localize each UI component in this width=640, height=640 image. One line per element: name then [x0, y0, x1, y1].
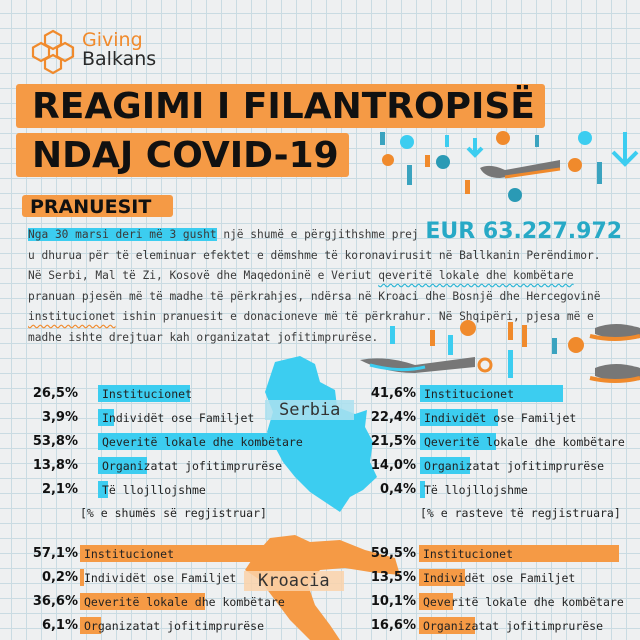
bar: [419, 593, 453, 610]
bar: [419, 569, 465, 586]
bar-row: 59,5% Institucionet: [356, 545, 640, 563]
bar-row: 3,9% Individët ose Familjet: [18, 409, 318, 427]
bar-row: 53,8% Qeveritë lokale dhe kombëtare: [18, 433, 318, 451]
bar-row: 16,6% Organizatat jofitimprurëse: [356, 617, 640, 635]
bar-value: 26,5%: [32, 386, 78, 401]
bar-label: Individët ose Familjet: [424, 411, 577, 425]
bar: [420, 433, 496, 450]
croatia-map: [245, 535, 400, 640]
bar-label: Qeveritë lokale dhe kombëtare: [424, 435, 625, 449]
bar-label: Organizatat jofitimprurëse: [84, 619, 265, 633]
bar: [80, 569, 84, 586]
bar: [80, 617, 101, 634]
bar-value: 3,9%: [41, 410, 78, 425]
paragraph-line-5: institucionet ishin pranuesit e donacion…: [28, 310, 594, 323]
bar-label: Të llojllojshme: [102, 483, 206, 497]
bar: [98, 409, 114, 426]
paragraph-line-1: Nga 30 marsi deri më 3 gusht një shumë e…: [28, 219, 623, 244]
bar-value: 36,6%: [32, 594, 78, 609]
bar: [98, 457, 147, 474]
bar-value: 10,1%: [370, 594, 416, 609]
bar-value: 21,5%: [370, 434, 416, 449]
bar: [419, 617, 475, 634]
bar-value: 41,6%: [370, 386, 416, 401]
bar: [420, 409, 498, 426]
bar-row: 41,6% Institucionet: [356, 385, 636, 403]
bar-value: 22,4%: [370, 410, 416, 425]
bar-value: 16,6%: [370, 618, 416, 633]
bar-row: 22,4% Individët ose Familjet: [356, 409, 636, 427]
bar-value: 14,0%: [370, 458, 416, 473]
bar-row: 6,1% Organizatat jofitimprurëse: [18, 617, 318, 635]
bar-label: Individët ose Familjet: [102, 411, 255, 425]
bar-label: Organizatat jofitimprurëse: [423, 619, 604, 633]
donation-illustration: [380, 131, 639, 202]
brand-line2: Balkans: [82, 48, 157, 70]
title-line-2: NDAJ COVID-19: [16, 133, 349, 177]
bar-value: 6,1%: [41, 618, 78, 633]
bar-row: 13,5% Individët ose Familjet: [356, 569, 640, 587]
section-label: PRANUESIT: [22, 195, 174, 218]
intro-paragraph: Nga 30 marsi deri më 3 gusht një shumë e…: [28, 219, 638, 348]
chart-note: [% e shumës së regjistruar]: [80, 506, 267, 520]
bar-label: Institucionet: [424, 387, 515, 401]
bar-label: Organizatat jofitimprurëse: [424, 459, 605, 473]
logo: Giving Balkans: [28, 26, 178, 76]
serbia-label: Serbia: [265, 400, 355, 420]
serbia-map: [265, 356, 377, 512]
bar-value: 0,2%: [41, 570, 78, 585]
bar-label: Qeveritë lokale dhe kombëtare: [102, 435, 303, 449]
bar-value: 13,5%: [370, 570, 416, 585]
bar: [98, 385, 190, 402]
paragraph-line-6: madhe ishte drejtuar kah organizatat jof…: [28, 330, 379, 344]
bar-row: 13,8% Organizatat jofitimprurëse: [18, 457, 318, 475]
bar-row: 26,5% Institucionet: [18, 385, 318, 403]
bar-label: Qeveritë lokale dhe kombëtare: [423, 595, 624, 609]
bar-label: Qeveritë lokale dhe kombëtare: [84, 595, 285, 609]
date-range-highlight: Nga 30 marsi deri më 3 gusht: [28, 228, 217, 241]
bar-label: Individët ose Familjet: [423, 571, 576, 585]
hexagon-cluster-icon: [31, 29, 75, 75]
bar: [419, 545, 619, 562]
bar-label: Individët ose Familjet: [84, 571, 237, 585]
bar-label: Institucionet: [423, 547, 514, 561]
bar-value: 2,1%: [41, 482, 78, 497]
total-amount: EUR 63.227.972: [425, 219, 623, 244]
bar: [420, 385, 563, 402]
bar-row: 2,1% Të llojllojshme: [18, 481, 318, 499]
chart-note: [% e rasteve të regjistruara]: [420, 506, 621, 520]
bar-row: 14,0% Organizatat jofitimprurëse: [356, 457, 636, 475]
croatia-label: Kroacia: [244, 571, 344, 591]
bar-label: Institucionet: [102, 387, 193, 401]
paragraph-line-2: u dhurua për të eleminuar efektet e dëms…: [28, 248, 601, 262]
bar-row: 36,6% Qeveritë lokale dhe kombëtare: [18, 593, 318, 611]
bar-value: 0,4%: [379, 482, 416, 497]
title-line-1: REAGIMI I FILANTROPISË: [16, 84, 545, 128]
bar: [98, 481, 108, 498]
bar-label: Organizatat jofitimprurëse: [102, 459, 283, 473]
bar-row: 0,2% Individët ose Familjet: [18, 569, 318, 587]
bar-row: 10,1% Qeveritë lokale dhe kombëtare: [356, 593, 640, 611]
bar-value: 59,5%: [370, 546, 416, 561]
bar-row: 21,5% Qeveritë lokale dhe kombëtare: [356, 433, 636, 451]
bar-label: Institucionet: [84, 547, 175, 561]
bar: [420, 457, 470, 474]
bar-row: 57,1% Institucionet: [18, 545, 318, 563]
bar-value: 13,8%: [32, 458, 78, 473]
brand-line1: Giving: [82, 29, 143, 51]
paragraph-line-4: pranuan pjesën më të madhe të përkrahjes…: [28, 289, 601, 303]
bar: [98, 433, 282, 450]
bar-label: Të llojllojshme: [424, 483, 528, 497]
bar: [80, 545, 274, 562]
bar-value: 53,8%: [32, 434, 78, 449]
paragraph-line-3: Në Serbi, Mal të Zi, Kosovë dhe Maqedoni…: [28, 269, 574, 282]
bar: [80, 593, 205, 610]
donation-illustration-lower: [360, 320, 640, 383]
bar-row: 0,4% Të llojllojshme: [356, 481, 636, 499]
bar-value: 57,1%: [32, 546, 78, 561]
bar: [420, 481, 425, 498]
